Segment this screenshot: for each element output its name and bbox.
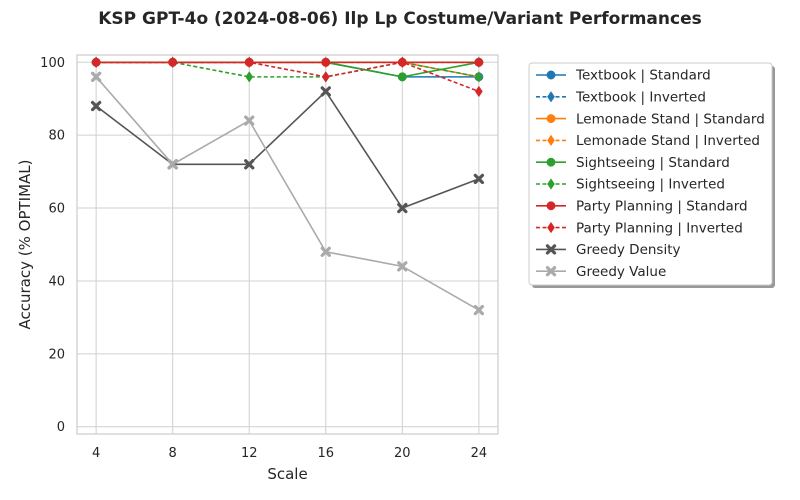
data-point: [321, 71, 330, 83]
data-point: [244, 159, 255, 170]
data-point: [92, 56, 101, 68]
legend-entry: Sightseeing | Inverted: [536, 177, 725, 193]
series-9: [90, 71, 485, 316]
data-point: [245, 56, 254, 68]
plot-frame: [76, 54, 499, 435]
chart-title: KSP GPT-4o (2024-08-06) Ilp Lp Costume/V…: [98, 9, 701, 29]
series-group: [90, 56, 485, 316]
legend-marker: [547, 134, 555, 147]
legend-entry: Greedy Value: [536, 264, 666, 280]
legend-entry: Lemonade Stand | Standard: [536, 111, 765, 127]
legend-marker: [546, 201, 556, 211]
legend-label: Sightseeing | Standard: [576, 155, 730, 171]
legend-marker: [545, 266, 557, 277]
legend-entry: Party Planning | Inverted: [536, 220, 743, 236]
legend-label: Party Planning | Inverted: [576, 220, 743, 236]
data-point: [320, 246, 331, 257]
series-line: [96, 61, 480, 78]
y-tick-label: 80: [48, 129, 65, 144]
legend-box: [528, 62, 773, 286]
legend-entry: Greedy Density: [536, 242, 681, 258]
legend-label: Lemonade Stand | Inverted: [576, 133, 760, 149]
x-tick-label: 16: [317, 446, 334, 461]
legend-label: Textbook | Standard: [575, 68, 711, 84]
x-tick-label: 24: [471, 446, 488, 461]
data-point: [397, 261, 408, 272]
legend: Textbook | Standard Textbook | Inverted Le…: [528, 62, 775, 288]
data-point: [474, 57, 484, 67]
y-axis-ticks: 0 20 40 60 80 100: [40, 56, 65, 435]
x-tick-label: 20: [394, 446, 411, 461]
y-axis-label: Accuracy (% OPTIMAL): [16, 160, 34, 330]
series-line: [96, 61, 480, 93]
data-point: [244, 115, 255, 126]
series-line: [95, 76, 480, 311]
legend-marker: [547, 91, 555, 103]
plot-background: [77, 55, 498, 434]
legend-label: Textbook | Inverted: [575, 90, 706, 106]
legend-entry: Party Planning | Standard: [536, 199, 748, 215]
data-point: [397, 72, 407, 82]
data-point: [398, 56, 407, 68]
data-point: [474, 71, 483, 83]
legend-label: Party Planning | Standard: [576, 199, 748, 215]
legend-label: Greedy Value: [576, 264, 666, 280]
plot-area: 4 8 12 16 20 24 0 20 40 60 80 100: [40, 54, 499, 461]
y-tick-label: 0: [57, 420, 65, 435]
y-tick-label: 40: [48, 274, 65, 289]
legend-marker: [547, 221, 555, 234]
data-point: [168, 56, 177, 68]
legend-label: Lemonade Stand | Standard: [576, 111, 765, 127]
data-point: [397, 202, 408, 214]
x-tick-label: 4: [92, 446, 100, 461]
legend-marker: [546, 114, 556, 124]
legend-entry: Sightseeing | Standard: [536, 155, 730, 171]
data-point: [167, 159, 178, 170]
legend-marker: [547, 178, 555, 190]
y-tick-label: 20: [48, 347, 65, 362]
data-point: [473, 173, 485, 185]
data-point: [90, 71, 102, 83]
legend-label: Greedy Density: [576, 242, 681, 258]
series-7: [92, 56, 483, 98]
legend-entry: Textbook | Standard: [536, 68, 711, 84]
x-tick-label: 12: [241, 446, 258, 461]
legend-marker: [546, 70, 556, 80]
data-point: [473, 304, 485, 316]
y-tick-label: 60: [48, 202, 65, 217]
y-tick-label: 100: [40, 56, 65, 71]
data-point: [320, 86, 331, 97]
legend-entry: Textbook | Inverted: [536, 90, 706, 106]
legend-entry: Lemonade Stand | Inverted: [536, 133, 760, 149]
x-axis-ticks: 4 8 12 16 20 24: [92, 446, 487, 461]
legend-marker: [545, 244, 557, 255]
data-point: [474, 85, 483, 98]
x-tick-label: 8: [169, 446, 177, 461]
x-axis-label: Scale: [267, 465, 307, 483]
legend-marker: [546, 157, 556, 167]
series-line: [95, 90, 480, 210]
data-point: [321, 57, 331, 67]
data-point: [245, 71, 254, 83]
data-point: [90, 100, 102, 112]
legend-label: Sightseeing | Inverted: [576, 177, 725, 193]
